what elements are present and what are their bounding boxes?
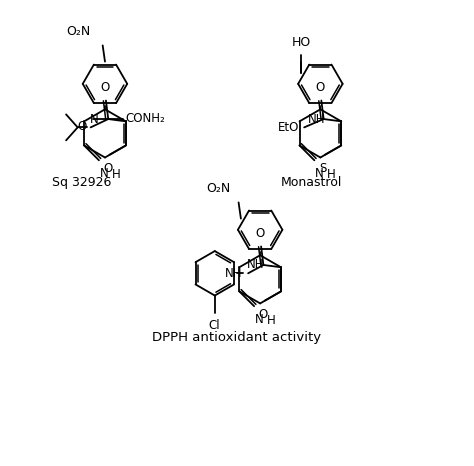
Text: N: N [255, 313, 264, 326]
Text: S: S [319, 162, 327, 175]
Text: O: O [259, 308, 268, 321]
Text: N: N [90, 113, 99, 125]
Text: DPPH antioxidant activity: DPPH antioxidant activity [153, 331, 321, 344]
Text: O: O [100, 81, 109, 94]
Text: CONH₂: CONH₂ [125, 112, 164, 125]
Text: Cl: Cl [208, 319, 219, 332]
Text: O: O [78, 120, 87, 133]
Text: O: O [104, 162, 113, 175]
Text: EtO: EtO [278, 121, 300, 134]
Text: NH: NH [247, 259, 264, 272]
Text: HO: HO [292, 35, 311, 48]
Text: H: H [111, 168, 120, 181]
Text: O: O [316, 81, 325, 94]
Text: Sq 32926: Sq 32926 [52, 177, 111, 190]
Text: O₂N: O₂N [66, 25, 90, 38]
Text: NH: NH [308, 113, 325, 125]
Text: N: N [100, 167, 109, 180]
Text: N: N [315, 167, 324, 180]
Text: H: H [267, 314, 275, 327]
Text: O₂N: O₂N [207, 182, 231, 194]
Text: Monastrol: Monastrol [281, 177, 342, 190]
Text: NH: NH [225, 267, 243, 280]
Text: O: O [255, 227, 265, 240]
Text: H: H [327, 168, 336, 181]
